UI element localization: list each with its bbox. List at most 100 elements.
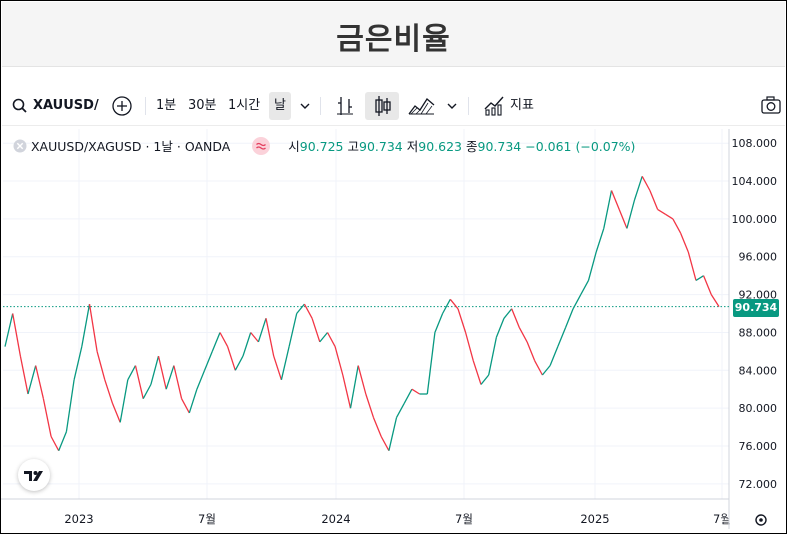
- price-segment: [58, 431, 68, 451]
- x-tick-label: 7월: [713, 512, 731, 526]
- price-segment: [657, 208, 666, 215]
- y-tick-label: 108.000: [732, 137, 778, 150]
- price-segment: [203, 351, 213, 371]
- bar-style-icon[interactable]: [335, 87, 355, 125]
- price-segment: [702, 275, 712, 295]
- price-segment: [572, 294, 582, 310]
- compare-add-icon[interactable]: [111, 87, 133, 125]
- candle-style-icon[interactable]: [373, 87, 393, 125]
- price-segment: [434, 313, 444, 333]
- tradingview-logo-icon: [24, 471, 43, 481]
- symbol-input[interactable]: XAUUSD/: [33, 98, 99, 113]
- price-segment: [403, 388, 413, 404]
- chart-type-chevron-down-icon[interactable]: [446, 87, 458, 125]
- price-segment: [464, 332, 474, 361]
- price-segment: [19, 355, 29, 395]
- price-segment: [426, 332, 436, 395]
- symbol-search-icon[interactable]: [12, 87, 28, 125]
- interval-dropdown-chevron-down-icon[interactable]: [299, 87, 311, 125]
- price-segment: [580, 280, 590, 295]
- price-segment: [4, 313, 14, 347]
- y-tick-label: 80.000: [739, 402, 778, 415]
- x-tick-label: 2025: [580, 512, 609, 526]
- price-segment: [457, 308, 467, 333]
- toolbar-divider: [320, 97, 321, 115]
- price-segment: [626, 199, 636, 229]
- y-tick-label: 84.000: [739, 364, 778, 377]
- interval-30m-button[interactable]: 30분: [188, 98, 217, 113]
- legend-high-value: 90.734: [359, 139, 403, 154]
- price-segment: [150, 355, 160, 385]
- price-segment: [311, 318, 321, 343]
- price-segment: [50, 436, 60, 452]
- interval-1h-button[interactable]: 1시간: [228, 98, 261, 113]
- y-tick-label: 104.000: [732, 175, 778, 188]
- chart-toolbar: XAUUSD/ 1분 30분 1시간 날 지표: [2, 87, 785, 126]
- approx-icon[interactable]: [252, 137, 271, 155]
- price-segment: [449, 298, 459, 310]
- price-segment: [334, 346, 344, 376]
- title-bar: 금은비율: [2, 2, 785, 67]
- tradingview-logo[interactable]: [18, 459, 50, 491]
- price-chart[interactable]: 108.000 104.000 100.000 96.000 92.000 88.000 8…: [1, 129, 786, 529]
- price-segment: [649, 190, 659, 210]
- legend-open-label: 시: [288, 139, 300, 154]
- interval-day-button[interactable]: 날: [274, 98, 286, 113]
- price-segment: [472, 360, 482, 385]
- price-segment: [357, 365, 367, 395]
- indicators-button[interactable]: 지표: [510, 98, 534, 113]
- price-segment: [664, 213, 674, 220]
- camera-icon[interactable]: [760, 87, 782, 125]
- price-segment: [65, 379, 75, 432]
- price-segment: [380, 436, 390, 452]
- price-segment: [372, 417, 382, 437]
- price-segment: [181, 398, 190, 414]
- price-segment: [81, 303, 91, 347]
- price-segment: [442, 298, 451, 314]
- y-tick-label: 100.000: [732, 213, 778, 226]
- price-segment: [541, 365, 551, 376]
- legend-change: −0.061 (−0.07%): [525, 139, 636, 154]
- price-segment: [165, 365, 175, 390]
- price-segment: [349, 365, 359, 409]
- price-segment: [603, 190, 613, 229]
- price-segment: [96, 351, 106, 380]
- interval-1m-button[interactable]: 1분: [156, 98, 177, 113]
- price-segment: [710, 294, 720, 307]
- y-tick-label: 76.000: [739, 440, 778, 453]
- price-segment: [488, 337, 498, 376]
- price-segment: [134, 365, 144, 399]
- price-segment: [42, 398, 52, 437]
- legend-source: OANDA: [184, 139, 231, 154]
- price-segment: [319, 332, 329, 343]
- price-segment: [695, 275, 704, 281]
- x-tick-label: 7월: [455, 512, 473, 526]
- legend-pair: XAUUSD/XAGUSD: [30, 139, 142, 154]
- price-segment: [534, 360, 543, 376]
- settings-gear-icon[interactable]: [755, 514, 767, 526]
- price-segment: [196, 370, 206, 390]
- y-tick-label: 96.000: [739, 251, 778, 264]
- price-segment: [326, 332, 336, 347]
- price-segment: [257, 318, 267, 343]
- close-icon[interactable]: [13, 139, 27, 153]
- price-segment: [526, 341, 536, 362]
- legend-dot: ·: [176, 139, 181, 154]
- price-segment: [618, 209, 628, 229]
- price-segment: [518, 327, 528, 343]
- price-segment: [303, 303, 313, 319]
- indicators-icon[interactable]: [483, 87, 505, 125]
- toolbar-divider: [468, 97, 469, 115]
- price-segment: [234, 355, 244, 371]
- toolbar-divider: [145, 97, 146, 115]
- price-segment: [365, 393, 375, 418]
- price-segment: [610, 190, 620, 210]
- price-segment: [73, 346, 83, 380]
- legend-close-value: 90.734: [477, 139, 522, 154]
- price-segment: [280, 346, 290, 380]
- price-segment: [395, 403, 405, 418]
- price-segment: [242, 332, 252, 357]
- price-segment: [503, 308, 513, 319]
- area-style-icon[interactable]: [408, 87, 436, 125]
